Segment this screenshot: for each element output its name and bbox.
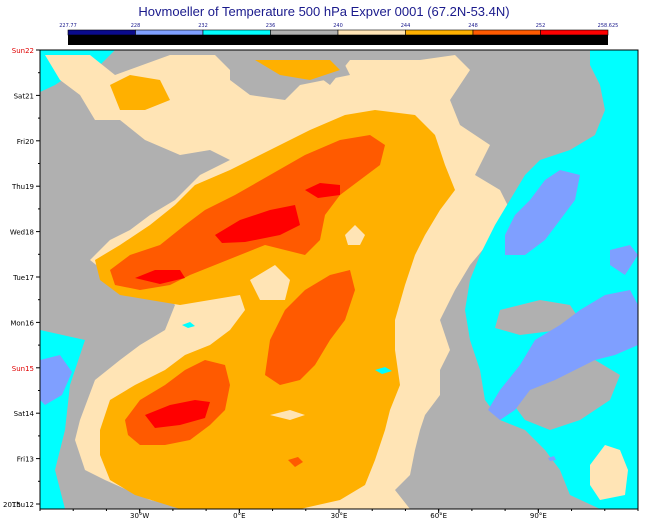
y-tick-label: Sat21 [14,92,34,100]
y-tick-label: Sun15 [12,365,34,373]
y-tick-label: Mon16 [10,319,34,327]
contour-field [40,50,638,509]
y-tick-label: Sat14 [14,410,35,418]
y-tick-label: Sun22 [12,47,34,55]
y-tick-label: Wed18 [10,229,34,237]
y-tick-label: Fri20 [17,138,34,146]
x-tick-label: 0°E [233,512,245,520]
y-tick-label: Thu12 [11,501,34,509]
x-tick-label: 60°E [430,512,447,520]
x-tick-label: 30°W [130,512,149,520]
x-tick-label: 90°E [530,512,547,520]
y-tick-label: Fri13 [17,456,34,464]
x-tick-label: 30°E [331,512,348,520]
y-tick-label: Thu19 [11,183,34,191]
y-tick-label: Tue17 [12,274,34,282]
